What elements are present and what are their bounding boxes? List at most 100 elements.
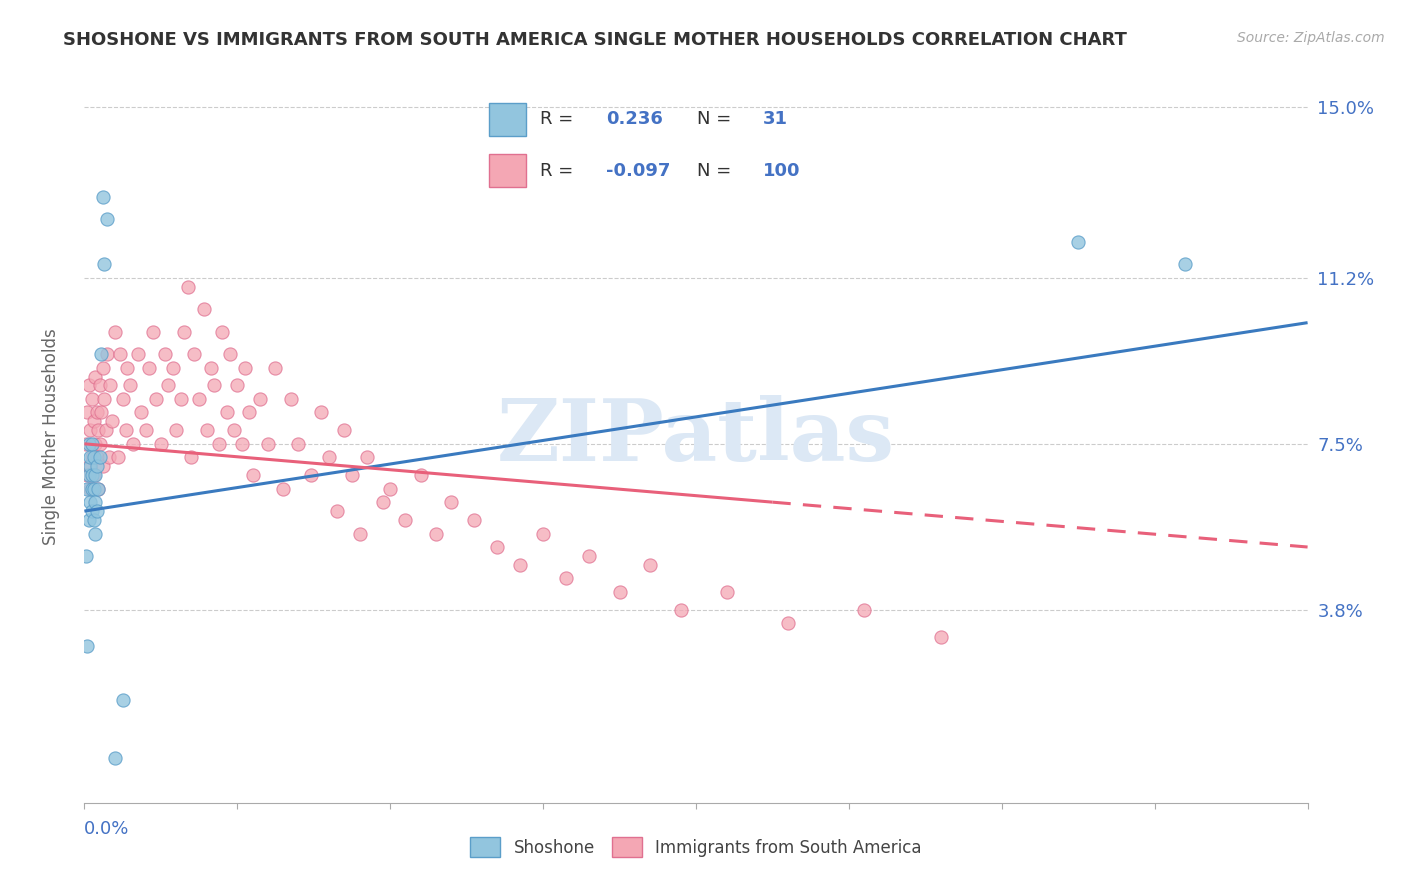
Point — [318, 450, 340, 465]
Point — [83, 414, 105, 428]
Point — [371, 495, 394, 509]
Point — [1067, 235, 1090, 249]
Point — [108, 347, 131, 361]
Point — [96, 347, 118, 361]
Point — [299, 468, 322, 483]
Point — [80, 482, 103, 496]
Point — [440, 495, 463, 509]
Point — [170, 392, 193, 406]
Point — [165, 423, 187, 437]
Point — [555, 571, 578, 585]
Point — [180, 450, 202, 465]
Point — [98, 378, 121, 392]
Text: R =: R = — [540, 111, 574, 128]
Text: -0.097: -0.097 — [606, 161, 671, 179]
Point — [75, 437, 97, 451]
Point — [94, 423, 117, 437]
Point — [238, 405, 260, 419]
Point — [325, 504, 347, 518]
Point — [80, 392, 103, 406]
Point — [195, 423, 218, 437]
Point — [226, 378, 249, 392]
Point — [486, 540, 509, 554]
Point — [79, 450, 101, 465]
Point — [86, 450, 108, 465]
Point — [90, 405, 112, 419]
Point — [287, 437, 309, 451]
Point — [96, 212, 118, 227]
Point — [218, 347, 240, 361]
Point — [257, 437, 280, 451]
Text: ZIPatlas: ZIPatlas — [496, 395, 896, 479]
Point — [84, 526, 107, 541]
Point — [91, 360, 114, 375]
Point — [138, 360, 160, 375]
Point — [145, 392, 167, 406]
Point — [80, 450, 103, 465]
Point — [122, 437, 145, 451]
Point — [87, 482, 110, 496]
Point — [669, 603, 692, 617]
Legend: Shoshone, Immigrants from South America: Shoshone, Immigrants from South America — [464, 830, 928, 864]
Point — [211, 325, 233, 339]
Point — [929, 630, 952, 644]
Point — [224, 423, 246, 437]
Point — [84, 437, 107, 451]
Point — [104, 751, 127, 765]
Point — [87, 423, 110, 437]
Point — [83, 513, 105, 527]
Point — [80, 504, 103, 518]
Point — [89, 437, 111, 451]
Point — [380, 482, 402, 496]
Point — [84, 468, 107, 483]
Point — [215, 405, 238, 419]
Point — [76, 482, 98, 496]
Point — [233, 360, 256, 375]
Point — [76, 639, 98, 653]
Point — [129, 405, 152, 419]
Text: 0.236: 0.236 — [606, 111, 662, 128]
Point — [162, 360, 184, 375]
Point — [89, 378, 111, 392]
Point — [609, 585, 631, 599]
Point — [200, 360, 222, 375]
Point — [79, 423, 101, 437]
Point — [463, 513, 485, 527]
Point — [79, 495, 101, 509]
Point — [280, 392, 302, 406]
Text: R =: R = — [540, 161, 574, 179]
Point — [76, 405, 98, 419]
Point — [208, 437, 231, 451]
Point — [111, 392, 134, 406]
Point — [193, 302, 215, 317]
Text: N =: N = — [697, 161, 731, 179]
Point — [75, 549, 97, 563]
Point — [242, 468, 264, 483]
Point — [157, 378, 180, 392]
Point — [202, 378, 225, 392]
Point — [638, 558, 661, 572]
Y-axis label: Single Mother Households: Single Mother Households — [42, 329, 60, 545]
Text: 0.0%: 0.0% — [84, 820, 129, 838]
Point — [79, 459, 101, 474]
Point — [89, 450, 111, 465]
Point — [111, 692, 134, 706]
Point — [578, 549, 600, 563]
Point — [311, 405, 333, 419]
Point — [83, 450, 105, 465]
Bar — [489, 103, 526, 136]
Point — [114, 423, 136, 437]
Point — [93, 392, 115, 406]
Point — [716, 585, 738, 599]
Point — [91, 190, 114, 204]
Text: Source: ZipAtlas.com: Source: ZipAtlas.com — [1237, 31, 1385, 45]
Point — [271, 482, 294, 496]
Text: SHOSHONE VS IMMIGRANTS FROM SOUTH AMERICA SINGLE MOTHER HOUSEHOLDS CORRELATION C: SHOSHONE VS IMMIGRANTS FROM SOUTH AMERIC… — [63, 31, 1128, 49]
Point — [340, 468, 363, 483]
Point — [87, 482, 110, 496]
Point — [86, 405, 108, 419]
Point — [84, 369, 107, 384]
Point — [231, 437, 253, 451]
Text: 31: 31 — [763, 111, 789, 128]
Point — [155, 347, 177, 361]
